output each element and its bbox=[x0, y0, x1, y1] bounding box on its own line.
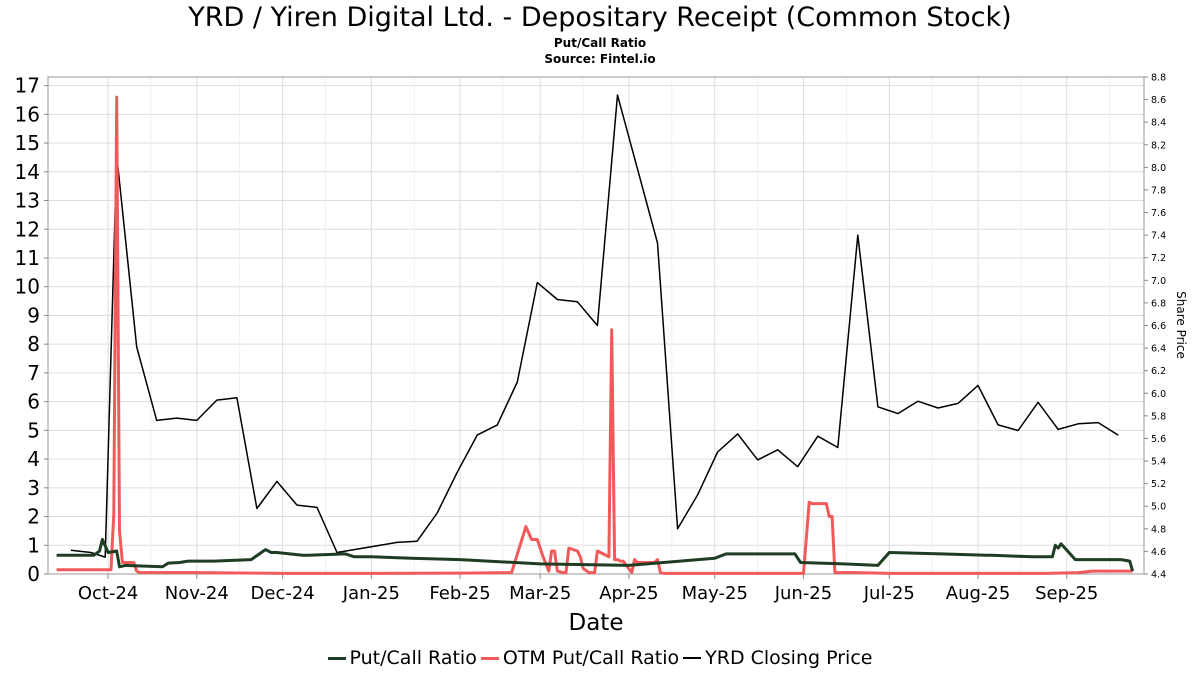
y2-tick-label: 4.6 bbox=[1151, 547, 1166, 558]
y2-tick-label: 6.4 bbox=[1151, 344, 1166, 355]
y2-tick-label: 4.4 bbox=[1151, 570, 1166, 581]
legend-label: YRD Closing Price bbox=[705, 647, 873, 669]
y-tick-label: 12 bbox=[15, 217, 40, 241]
y-tick-label: 8 bbox=[27, 332, 40, 356]
y2-tick-label: 8.6 bbox=[1151, 95, 1166, 106]
y-axis-right: 4.4 4.6 4.8 5.0 5.2 5.4 5.6 5.8 6.0 6.2 6.4 6.6 6.8 7… bbox=[1144, 73, 1166, 581]
y-tick-label: 0 bbox=[27, 562, 40, 586]
y-tick-label: 15 bbox=[15, 131, 40, 155]
y2-tick-label: 7.2 bbox=[1151, 253, 1166, 264]
y-tick-label: 7 bbox=[27, 361, 40, 385]
x-tick-label: Apr-25 bbox=[599, 583, 658, 604]
y2-tick-label: 8.2 bbox=[1151, 140, 1166, 151]
x-tick-label: Aug-25 bbox=[946, 583, 1011, 604]
y2-tick-label: 7.0 bbox=[1151, 276, 1166, 287]
grid-lines bbox=[48, 77, 1144, 575]
x-tick-label: Jan-25 bbox=[342, 583, 400, 604]
x-axis: Oct-24 Nov-24 Dec-24 Jan-25 Feb-25 Mar-25 Apr-… bbox=[78, 574, 1098, 604]
y2-tick-label: 5.4 bbox=[1151, 457, 1166, 468]
x-axis-label: Date bbox=[569, 610, 624, 636]
legend-item-1: OTM Put/Call Ratio bbox=[480, 647, 680, 669]
x-tick-label: Oct-24 bbox=[78, 583, 139, 604]
x-tick-label: Mar-25 bbox=[509, 583, 571, 604]
legend-label: OTM Put/Call Ratio bbox=[502, 647, 680, 669]
y2-tick-label: 5.8 bbox=[1151, 411, 1166, 422]
chart-title: YRD / Yiren Digital Ltd. - Depositary Re… bbox=[188, 2, 1012, 33]
y2-tick-label: 6.8 bbox=[1151, 298, 1166, 309]
legend-label: Put/Call Ratio bbox=[349, 647, 477, 669]
legend-swatch bbox=[327, 656, 346, 660]
y2-axis-label: Share Price bbox=[1174, 291, 1188, 359]
legend: Put/Call Ratio OTM Put/Call Ratio YRD Clos… bbox=[0, 647, 1200, 669]
y2-tick-label: 5.2 bbox=[1151, 479, 1166, 490]
x-tick-label: Dec-24 bbox=[251, 583, 315, 604]
x-tick-label: Jul-25 bbox=[863, 583, 915, 604]
y2-tick-label: 6.0 bbox=[1151, 389, 1166, 400]
y-tick-label: 6 bbox=[27, 390, 40, 414]
x-tick-label: Nov-24 bbox=[165, 583, 229, 604]
x-tick-label: Feb-25 bbox=[429, 583, 490, 604]
series-line-2 bbox=[70, 94, 1119, 558]
y-tick-label: 3 bbox=[27, 476, 40, 500]
y2-tick-label: 6.6 bbox=[1151, 321, 1166, 332]
series-line-0 bbox=[56, 538, 1135, 572]
y-tick-label: 1 bbox=[27, 533, 40, 557]
y-tick-label: 4 bbox=[27, 447, 40, 471]
chart-subtitle: Put/Call Ratio bbox=[553, 36, 647, 50]
legend-item-0: Put/Call Ratio bbox=[327, 647, 477, 669]
plot-area bbox=[47, 76, 1145, 575]
y-tick-label: 13 bbox=[15, 189, 40, 213]
legend-item-2: YRD Closing Price bbox=[683, 647, 872, 669]
y2-tick-label: 4.8 bbox=[1151, 524, 1166, 535]
x-tick-label: Jun-25 bbox=[774, 583, 833, 604]
y2-tick-label: 6.2 bbox=[1151, 366, 1166, 377]
y-tick-label: 9 bbox=[27, 303, 40, 327]
y-tick-label: 16 bbox=[15, 102, 40, 126]
y2-tick-label: 7.4 bbox=[1151, 231, 1166, 242]
y2-tick-label: 8.0 bbox=[1151, 163, 1166, 174]
chart-source: Source: Fintel.io bbox=[544, 52, 656, 66]
y-tick-label: 11 bbox=[15, 246, 40, 270]
x-tick-label: May-25 bbox=[682, 583, 748, 604]
y2-tick-label: 5.0 bbox=[1151, 502, 1166, 513]
y-tick-label: 5 bbox=[27, 418, 40, 442]
legend-swatch bbox=[683, 657, 702, 659]
y2-tick-label: 7.8 bbox=[1151, 185, 1166, 196]
y-tick-label: 2 bbox=[27, 505, 40, 529]
y2-tick-label: 8.4 bbox=[1151, 118, 1166, 129]
x-tick-label: Sep-25 bbox=[1035, 583, 1098, 604]
y2-tick-label: 8.8 bbox=[1151, 73, 1166, 84]
y-tick-label: 10 bbox=[15, 275, 40, 299]
legend-swatch bbox=[480, 656, 499, 660]
y-tick-label: 17 bbox=[15, 74, 40, 98]
y2-tick-label: 5.6 bbox=[1151, 434, 1166, 445]
y2-tick-label: 7.6 bbox=[1151, 208, 1166, 219]
series-line-1 bbox=[56, 95, 1133, 575]
y-tick-label: 14 bbox=[15, 160, 40, 184]
series-lines bbox=[56, 94, 1135, 575]
